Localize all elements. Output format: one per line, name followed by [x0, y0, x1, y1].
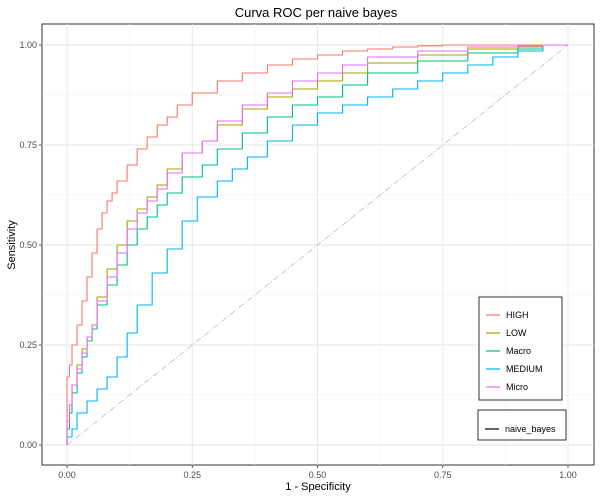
y-axis-ticks: 0.00 0.25 0.50 0.75 1.00 — [19, 40, 42, 450]
reference-diagonal-line — [66, 44, 569, 446]
grid-minor — [42, 24, 594, 465]
legend-items: HIGH LOW Macro MEDIUM Micro — [486, 310, 543, 392]
x-tick-label: 0.25 — [183, 470, 201, 480]
y-axis-title: Sensitivity — [6, 220, 18, 270]
legend-model-label: naive_bayes — [505, 424, 556, 434]
legend-series: HIGH LOW Macro MEDIUM Micro — [478, 296, 563, 401]
x-tick-label: 0.50 — [309, 470, 327, 480]
legend-label-micro: Micro — [506, 382, 528, 392]
x-tick-label: 1.00 — [559, 470, 577, 480]
legend-series-frame — [478, 296, 563, 401]
legend-label-medium: MEDIUM — [506, 364, 543, 374]
legend-model: naive_bayes — [477, 409, 567, 441]
x-tick-label: 0.00 — [58, 470, 76, 480]
legend-model-frame — [477, 409, 567, 441]
series-layer — [66, 44, 568, 445]
legend-label-high: HIGH — [506, 310, 529, 320]
chart-title: Curva ROC per naive bayes — [235, 5, 398, 20]
legend-label-macro: Macro — [506, 346, 531, 356]
x-tick-label: 0.75 — [434, 470, 452, 480]
y-tick-label: 0.75 — [19, 140, 37, 150]
series-line-high — [66, 44, 568, 445]
y-tick-label: 1.00 — [19, 40, 37, 50]
y-tick-label: 0.50 — [19, 240, 37, 250]
series-line-macro — [66, 44, 568, 445]
y-tick-label: 0.00 — [19, 440, 37, 450]
y-tick-label: 0.25 — [19, 340, 37, 350]
x-axis-ticks: 0.00 0.25 0.50 0.75 1.00 — [58, 465, 577, 480]
x-axis-title: 1 - Specificity — [285, 481, 351, 493]
legend-label-low: LOW — [506, 328, 527, 338]
series-line-medium — [66, 44, 568, 445]
series-line-micro — [66, 44, 568, 445]
